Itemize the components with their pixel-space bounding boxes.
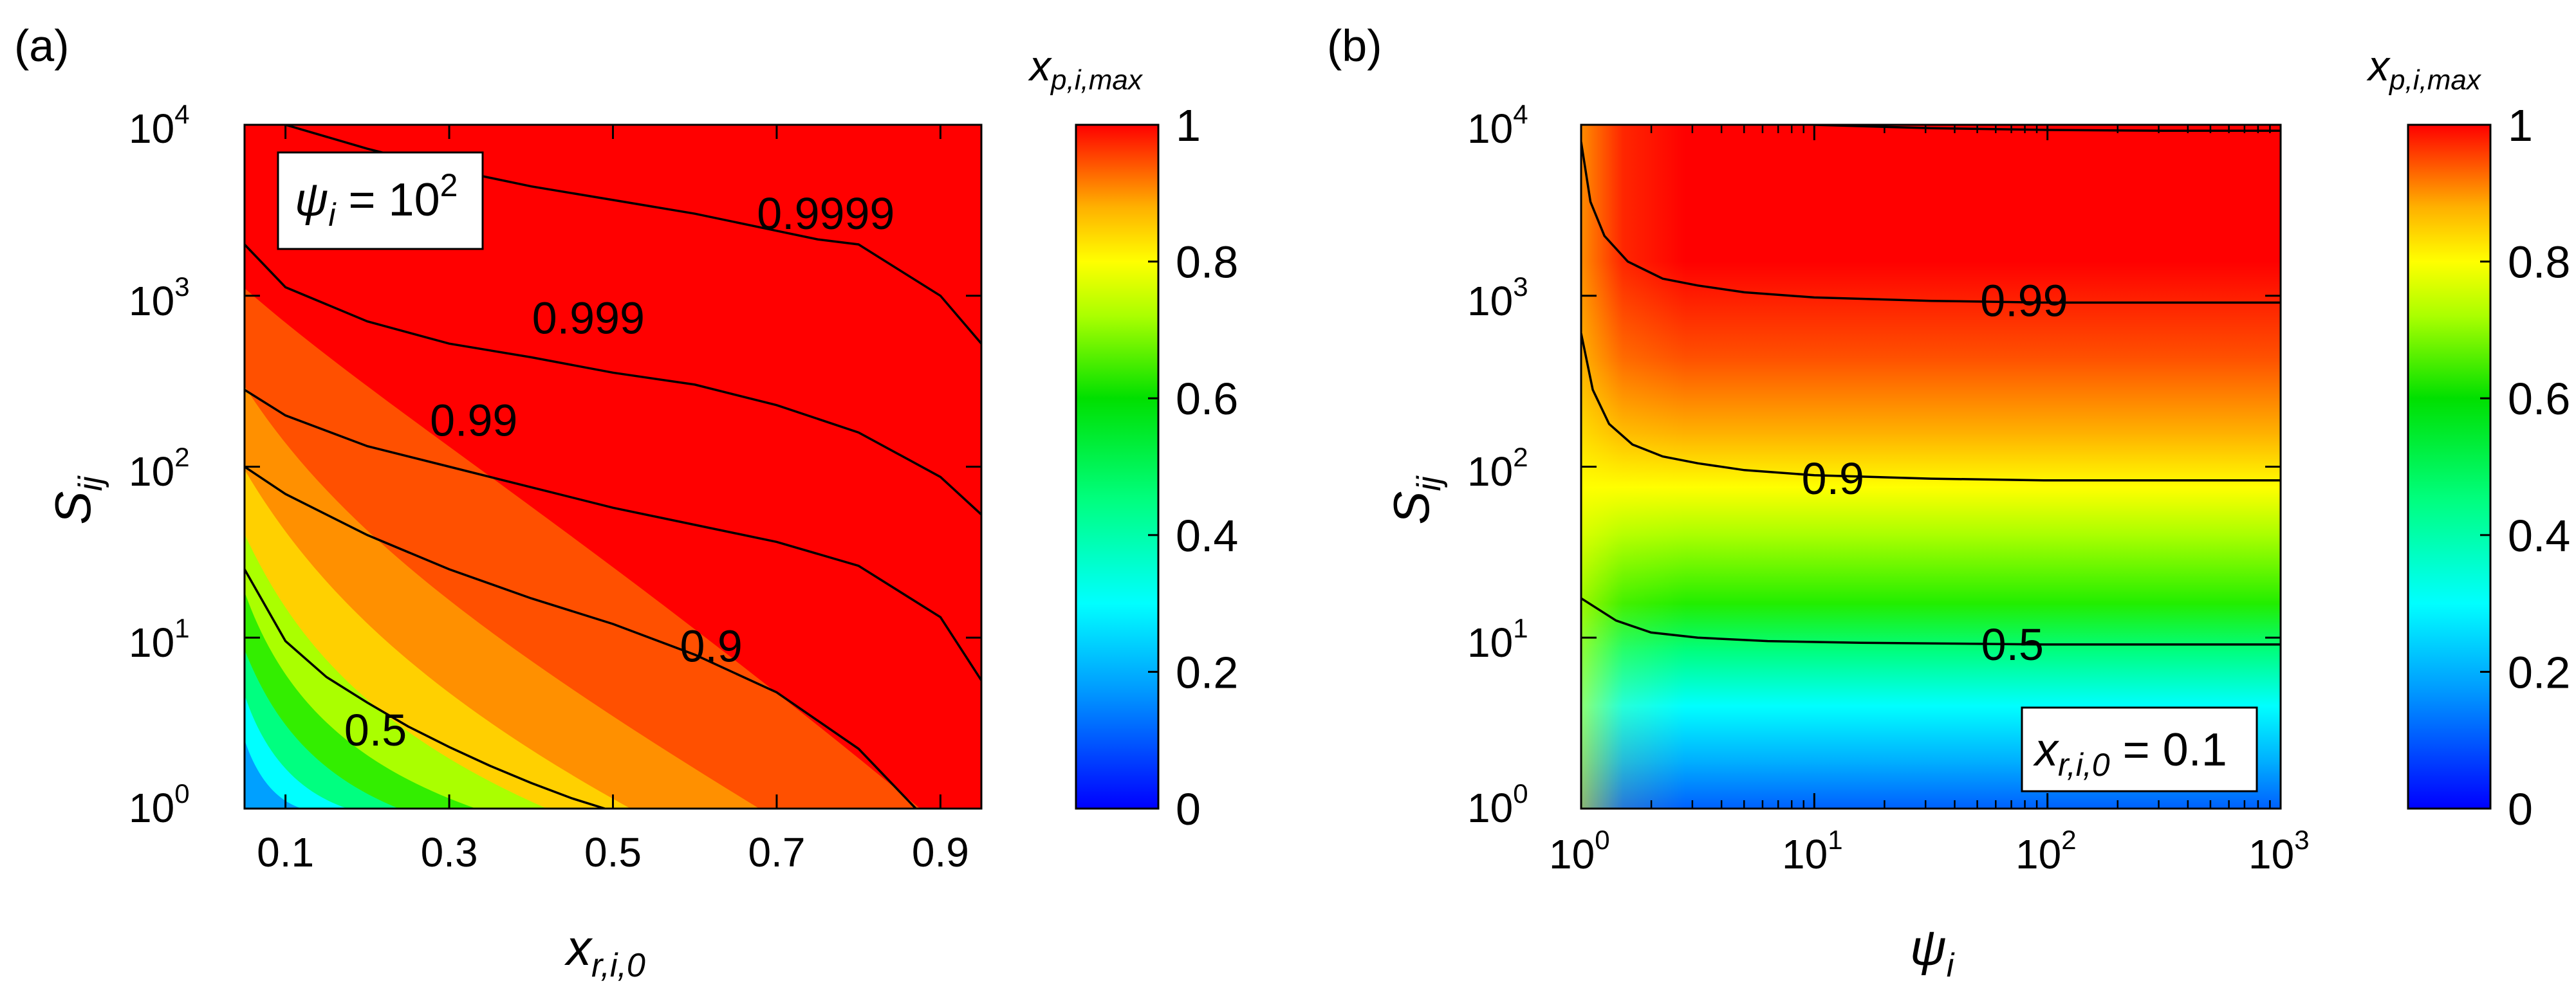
contour-a-3 xyxy=(245,243,981,516)
contour-label-b-2: 0.99 xyxy=(1980,276,2068,326)
contour-label-a-0: 0.5 xyxy=(344,705,407,755)
ticks-a: 0.1 0.3 0.5 0.7 0.9 xyxy=(245,124,981,875)
y-tick-label-b-3: 103 xyxy=(1467,271,1528,324)
y-axis-title-a: Sij xyxy=(44,475,109,525)
contour-label-a-1: 0.9 xyxy=(680,621,743,672)
annotation-box-b xyxy=(2021,706,2258,793)
panel-a: (a) 0.1 0.3 0.5 0.7 0.9 0.5 0.9 0.99 0.999 0.999… xyxy=(14,21,1238,984)
y-tick-label-b-1: 101 xyxy=(1467,613,1528,666)
y-tick-label-a-0: 100 xyxy=(129,778,190,831)
annotation-a: ψi = 102 xyxy=(295,167,458,233)
x-axis-title-a: xr,i,0 xyxy=(564,919,645,984)
contours-a xyxy=(245,125,981,809)
colorbar-ticks-a: 0 0.2 0.4 0.6 0.8 1 xyxy=(1148,100,1238,834)
contour-labels-b: 0.5 0.9 0.99 xyxy=(1802,276,2068,670)
heatmap-a xyxy=(245,125,981,809)
colorbar-label-b-5: 1 xyxy=(2508,100,2533,151)
y-axis-title-b: Sij xyxy=(1383,475,1448,525)
colorbar-label-a-4: 0.8 xyxy=(1176,237,1238,288)
panel-label-a: (a) xyxy=(14,21,69,71)
heatmap-b xyxy=(1581,125,2281,809)
x-tick-label-a-0: 0.1 xyxy=(257,829,314,875)
x-tick-label-a-2: 0.5 xyxy=(584,829,642,875)
colorbar-b xyxy=(2407,124,2492,810)
colorbar-label-a-5: 1 xyxy=(1176,100,1201,151)
contour-label-a-4: 0.9999 xyxy=(757,188,894,239)
contour-label-b-1: 0.9 xyxy=(1802,454,1864,504)
colorbar-label-b-4: 0.8 xyxy=(2508,237,2570,288)
contour-label-a-2: 0.99 xyxy=(430,396,517,446)
contours-b xyxy=(1581,125,2281,646)
colorbar-label-a-0: 0 xyxy=(1176,784,1201,834)
contour-b-1 xyxy=(1581,333,2281,482)
colorbar-title-a: xp,i,max xyxy=(1028,42,1144,96)
y-tick-label-a-4: 104 xyxy=(129,99,190,152)
y-tick-label-b-0: 100 xyxy=(1467,778,1528,831)
colorbar-a xyxy=(1075,124,1160,810)
colorbar-label-b-3: 0.6 xyxy=(2508,374,2570,424)
contour-a-1 xyxy=(245,466,917,809)
ticks-b xyxy=(1580,124,2282,810)
annotation-b: xr,i,0 = 0.1 xyxy=(2033,724,2227,783)
y-tick-label-b-4: 104 xyxy=(1467,99,1528,152)
x-tick-label-a-4: 0.9 xyxy=(912,829,969,875)
x-axis-title-b: ψi xyxy=(1910,919,1955,984)
contour-a-0 xyxy=(245,569,606,809)
colorbar-label-b-0: 0 xyxy=(2508,784,2533,834)
y-tick-label-b-2: 102 xyxy=(1467,442,1528,495)
panel-b: (b) 0.5 0.9 0.99 100 101 102 103 104 100 1… xyxy=(1327,21,2570,984)
panel-label-b: (b) xyxy=(1327,21,1382,71)
x-tick-label-b-3: 103 xyxy=(2248,825,2310,877)
colorbar-label-b-1: 0.2 xyxy=(2508,647,2570,697)
colorbar-label-a-3: 0.6 xyxy=(1176,374,1238,424)
contour-b-0 xyxy=(1581,597,2281,646)
contour-label-a-3: 0.999 xyxy=(532,293,645,343)
colorbar-label-a-2: 0.4 xyxy=(1176,511,1238,561)
colorbar-label-a-1: 0.2 xyxy=(1176,647,1238,697)
x-tick-label-b-1: 101 xyxy=(1782,825,1843,877)
y-tick-label-a-1: 101 xyxy=(129,613,190,666)
annotation-box-a xyxy=(277,151,484,250)
colorbar-ticks-b: 0 0.2 0.4 0.6 0.8 1 xyxy=(2480,100,2570,834)
x-tick-label-a-1: 0.3 xyxy=(421,829,478,875)
x-tick-label-a-3: 0.7 xyxy=(748,829,805,875)
colorbar-label-b-2: 0.4 xyxy=(2508,511,2570,561)
colorbar-title-b: xp,i,max xyxy=(2366,42,2482,96)
contour-label-b-0: 0.5 xyxy=(1981,619,2044,670)
contour-b-2 xyxy=(1581,142,2281,304)
y-tick-label-a-2: 102 xyxy=(129,442,190,495)
contour-a-2 xyxy=(245,389,981,681)
x-tick-label-b-2: 102 xyxy=(2015,825,2077,877)
x-tick-label-b-0: 100 xyxy=(1549,825,1610,877)
contour-labels-a: 0.5 0.9 0.99 0.999 0.9999 xyxy=(344,188,894,755)
y-tick-label-a-3: 103 xyxy=(129,271,190,324)
